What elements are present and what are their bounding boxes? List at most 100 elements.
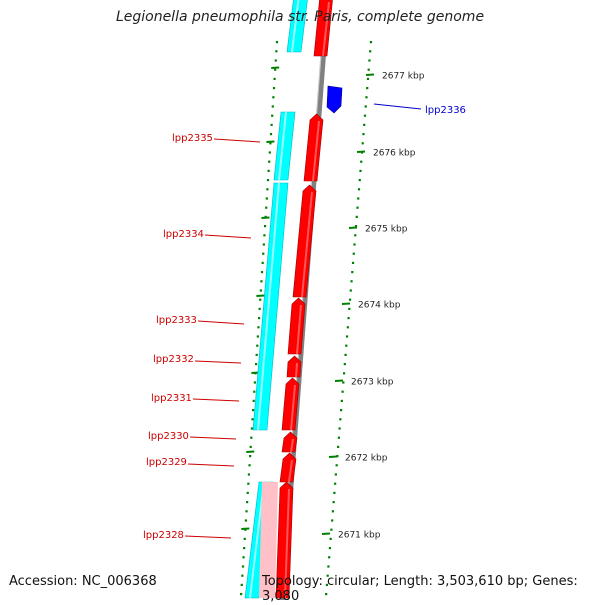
cds-track-shine — [291, 0, 300, 53]
gene-label: lpp2336 — [425, 105, 466, 116]
tick-dot — [367, 68, 370, 71]
tick-dot — [272, 96, 275, 99]
tick-dot — [326, 574, 329, 577]
tick-dot — [346, 326, 349, 329]
tick-dot — [332, 501, 335, 504]
tick-dot — [358, 179, 361, 182]
cds-track-shine — [278, 111, 287, 181]
tick-dot — [348, 307, 351, 310]
tick-dot — [266, 179, 270, 182]
tick-dot — [252, 409, 255, 412]
tick-dot — [357, 188, 361, 191]
gene-label-leader — [184, 535, 232, 539]
major-tick — [241, 527, 250, 530]
tick-dot — [266, 188, 269, 191]
tick-dot — [241, 574, 244, 577]
scale-tick-label: 2675 kbp — [365, 225, 408, 235]
major-tick — [261, 216, 270, 219]
tick-dot — [260, 280, 263, 283]
tick-dot — [354, 225, 358, 228]
tick-dot — [240, 583, 243, 586]
gene-arrow-shine — [312, 120, 320, 182]
tick-dot — [348, 298, 352, 301]
tick-dot — [342, 372, 346, 375]
tick-dot — [336, 455, 339, 458]
tick-dot — [265, 197, 268, 200]
scale-major-tick — [328, 455, 338, 458]
gene-arrow-shine — [301, 191, 313, 298]
major-tick — [256, 294, 265, 297]
tick-dot — [257, 317, 261, 320]
tick-dot — [260, 271, 264, 274]
tick-dot — [263, 234, 266, 237]
scale-major-tick — [334, 379, 344, 382]
tick-dot — [351, 261, 355, 264]
gene-label-leader — [192, 398, 240, 402]
gene-arrow-reverse — [326, 85, 343, 114]
gene-label: lpp2329 — [146, 457, 187, 468]
gene-arrow-shine — [290, 384, 296, 431]
tick-dot — [341, 390, 344, 393]
tick-dot — [253, 381, 256, 384]
gene-label-leader — [204, 234, 252, 239]
gene-arrow-forward — [281, 431, 298, 453]
tick-dot — [271, 105, 274, 108]
tick-dot — [351, 271, 354, 274]
tick-dot — [331, 510, 334, 513]
gene-label: lpp2331 — [151, 393, 192, 404]
tick-dot — [359, 169, 362, 172]
tick-dot — [263, 225, 267, 228]
tick-dot — [337, 445, 340, 448]
gene-arrow-shine — [288, 459, 293, 483]
tick-dot — [265, 206, 268, 209]
tick-dot — [256, 344, 259, 347]
tick-dot — [273, 77, 276, 80]
scale-tick-label: 2671 kbp — [338, 531, 381, 541]
accession-label: Accession: NC_006368 — [9, 574, 157, 589]
tick-dot — [269, 133, 273, 136]
tick-dot — [331, 519, 334, 522]
tick-dot — [259, 298, 262, 301]
scale-tick-label: 2672 kbp — [345, 454, 388, 464]
tick-dot — [250, 436, 253, 439]
tick-dot — [262, 252, 265, 255]
gene-label: lpp2334 — [163, 229, 204, 240]
tick-dot — [261, 261, 264, 264]
tick-dot — [363, 123, 366, 126]
tick-dot — [338, 427, 341, 430]
tick-dot — [337, 436, 340, 439]
tick-dot — [274, 59, 277, 62]
tick-dot — [335, 464, 338, 467]
tick-dot — [327, 565, 330, 568]
scale-major-tick — [365, 73, 375, 76]
scale-major-tick — [341, 302, 351, 305]
tick-dot — [356, 206, 359, 209]
tick-dot — [330, 528, 333, 531]
tick-dot — [249, 455, 252, 458]
tick-dot — [353, 243, 356, 246]
tick-dot — [363, 114, 367, 117]
tick-dot — [349, 289, 352, 292]
tick-dot — [262, 243, 265, 246]
tick-dot — [268, 151, 271, 154]
tick-dot — [275, 50, 278, 53]
scale-tick-label: 2673 kbp — [351, 378, 394, 388]
gene-label-leader — [189, 436, 237, 440]
tick-dot — [241, 565, 245, 568]
tick-dot — [325, 593, 328, 596]
tick-dot — [268, 160, 271, 163]
tick-dot — [369, 41, 373, 44]
tick-dot — [256, 335, 259, 338]
scale-major-tick — [321, 532, 331, 535]
gene-label-leader — [194, 360, 242, 364]
tick-dot — [340, 399, 343, 402]
tick-dot — [267, 169, 270, 172]
tick-dot — [257, 326, 260, 329]
tick-dot — [275, 41, 279, 44]
tick-dot — [328, 556, 331, 559]
tick-dot — [334, 482, 337, 485]
tick-dot — [246, 491, 249, 494]
tick-dot — [365, 96, 368, 99]
tick-dot — [344, 353, 347, 356]
